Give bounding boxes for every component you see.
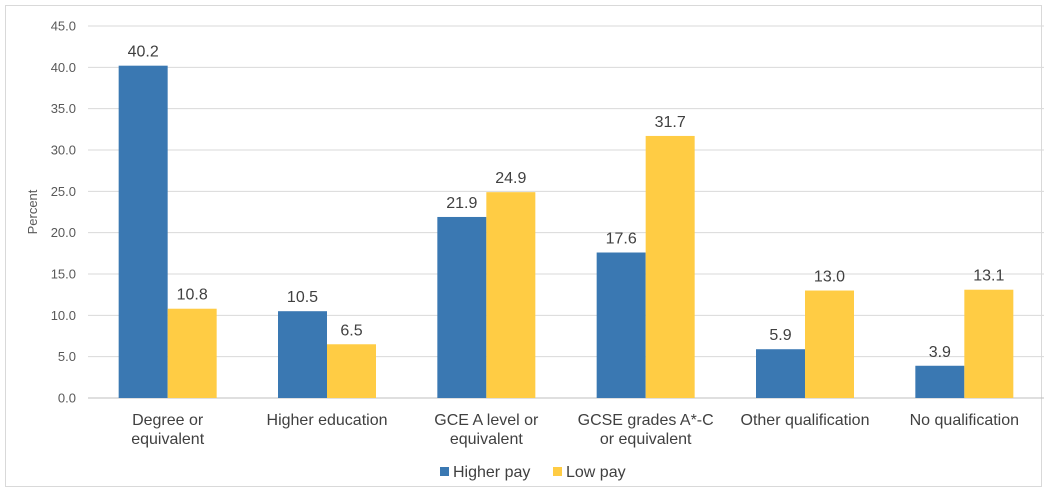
category-label: equivalent [450,431,524,448]
y-tick-label: 45.0 [51,19,76,34]
bar-higher-pay [756,349,805,398]
data-labels: 40.2 10.8 10.5 6.5 21.9 24.9 17.6 31.7 5.9 13.0 3.… [128,44,1005,361]
bar-low-pay [645,135,695,399]
data-label: 13.1 [973,268,1004,285]
y-tick-label: 25.0 [51,184,76,199]
bar-low-pay [964,289,1014,398]
category-label: GCE A level or [434,412,539,429]
bar-higher-pay [437,216,487,398]
category-label: equivalent [131,431,205,448]
y-axis-ticks: 0.0 5.0 10.0 15.0 20.0 25.0 30.0 35.0 40.0 45.0 [51,19,76,406]
data-label: 17.6 [606,231,637,248]
data-label: 24.9 [495,170,526,187]
data-label: 10.8 [177,287,208,304]
data-label: 13.0 [814,269,845,286]
data-label: 3.9 [929,344,951,361]
legend-swatch-low-pay [553,467,562,476]
y-tick-label: 40.0 [51,60,76,75]
y-tick-label: 30.0 [51,143,76,158]
bar-higher-pay [596,252,646,398]
bar-low-pay [167,308,217,398]
data-label: 10.5 [287,289,318,306]
y-axis-title: Percent [25,189,40,234]
bar-low-pay [486,192,536,398]
legend-label-higher-pay: Higher pay [453,464,530,481]
data-label: 40.2 [128,44,159,61]
bar-higher-pay [118,65,168,399]
category-labels: Degree or equivalent Higher education GCE A… [131,412,1019,448]
data-label: 6.5 [340,322,362,339]
category-label: or equivalent [600,431,692,448]
bar-higher-pay [915,365,965,398]
y-tick-label: 15.0 [51,267,76,282]
legend: Higher pay Low pay [440,464,626,481]
bar-low-pay [327,344,376,398]
y-tick-label: 5.0 [58,349,76,364]
category-label: No qualification [910,412,1019,429]
bars [118,65,1014,399]
legend-swatch-higher-pay [440,467,449,476]
bar-low-pay [805,290,854,398]
y-tick-label: 35.0 [51,101,76,116]
data-label: 5.9 [769,327,791,344]
legend-label-low-pay: Low pay [566,464,626,481]
category-label: Other qualification [741,412,870,429]
category-label: Higher education [267,412,388,429]
data-label: 31.7 [655,114,686,131]
y-tick-label: 20.0 [51,225,76,240]
y-tick-label: 0.0 [58,391,76,406]
category-label: GCSE grades A*-C [578,412,714,429]
gridlines [88,25,1044,399]
category-label: Degree or [132,412,204,429]
data-label: 21.9 [446,195,477,212]
y-tick-label: 10.0 [51,308,76,323]
bar-higher-pay [278,311,327,398]
